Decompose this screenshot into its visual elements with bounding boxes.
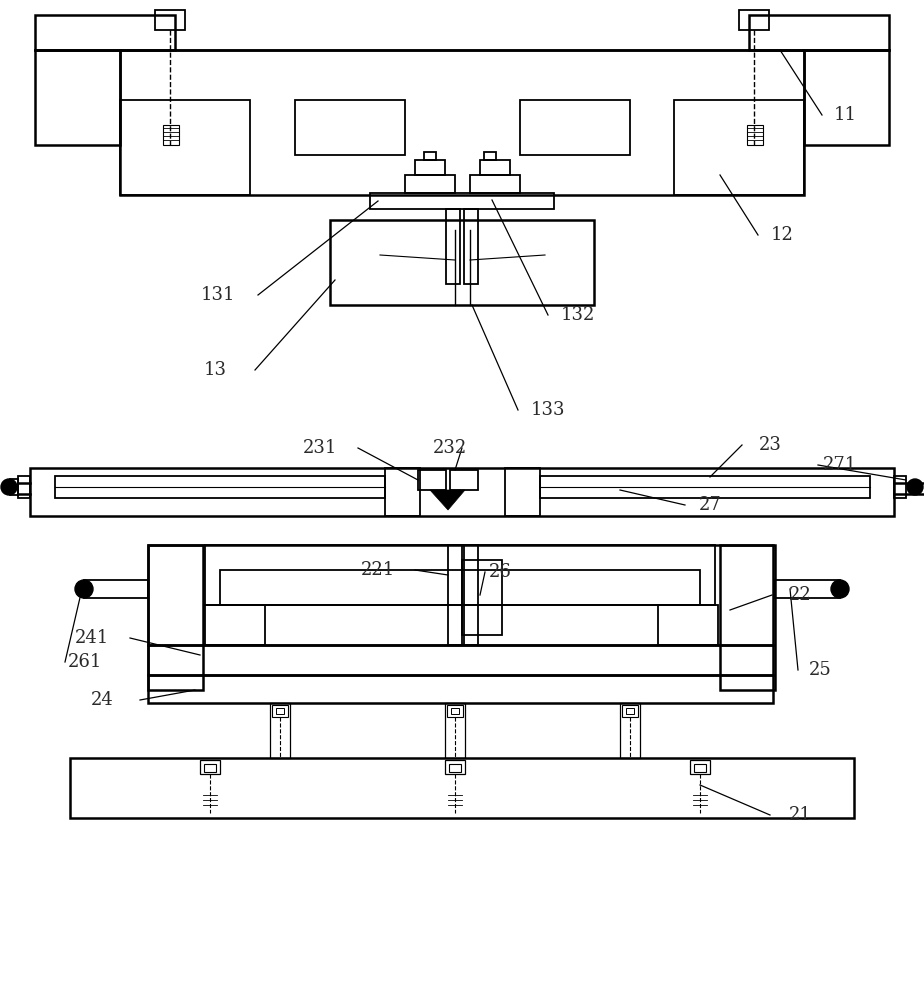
Bar [204,764,216,772]
Bar [163,125,179,145]
Text: 12: 12 [771,226,794,244]
Circle shape [1,479,17,495]
Bar [148,645,773,675]
Text: 271: 271 [823,456,857,474]
Bar [540,476,870,498]
Bar [272,705,288,717]
Bar [155,10,185,30]
Circle shape [907,479,923,495]
Bar [10,479,18,495]
Bar [148,545,203,690]
Bar [690,760,710,774]
Text: 22: 22 [788,586,811,604]
Bar [747,125,763,145]
Bar [35,50,120,145]
Bar [148,675,773,703]
Text: 241: 241 [75,629,109,647]
Bar [30,468,894,516]
Bar [739,10,769,30]
Bar [35,15,175,50]
Text: 131: 131 [201,286,236,304]
Bar [449,764,461,772]
Bar [464,209,478,284]
Bar [220,570,700,605]
Bar [484,152,496,160]
Bar [620,703,640,758]
Text: 13: 13 [203,361,226,379]
Bar [84,580,148,598]
Bar [674,100,804,195]
Bar [55,476,385,498]
Text: 21: 21 [788,806,811,824]
Polygon shape [430,490,465,510]
Text: 221: 221 [361,561,395,579]
Text: 25: 25 [808,661,832,679]
Bar [70,758,854,818]
Bar [658,605,718,645]
Bar [18,476,30,498]
Bar [200,760,220,774]
Bar [694,764,706,772]
Bar [415,160,445,175]
Circle shape [75,580,93,598]
Bar [894,476,906,498]
Text: 133: 133 [530,401,565,419]
Bar [480,160,510,175]
Bar [446,209,460,284]
Bar [295,100,405,155]
Bar [622,705,638,717]
Bar [749,15,889,50]
Bar [405,175,455,193]
Bar [370,193,554,209]
Text: 261: 261 [67,653,103,671]
Bar [462,545,478,645]
Bar [804,50,889,145]
Text: 132: 132 [561,306,595,324]
Bar [448,545,464,645]
Bar [447,705,463,717]
Bar [120,50,804,195]
Bar [505,468,540,516]
Bar [418,470,446,490]
Bar [385,468,420,516]
Bar [451,708,459,714]
Text: 232: 232 [432,439,468,457]
Bar [270,703,290,758]
Bar [445,703,465,758]
Bar [445,760,465,774]
Bar [462,560,502,635]
Bar [330,220,594,305]
Bar [626,708,634,714]
Bar [424,152,436,160]
Bar [120,100,250,195]
Bar [148,545,773,645]
Text: 26: 26 [489,563,512,581]
Bar [205,605,265,645]
Text: 11: 11 [833,106,857,124]
Text: 27: 27 [699,496,722,514]
Bar [775,580,840,598]
Bar [205,545,715,605]
Bar [720,545,775,690]
Bar [520,100,630,155]
Text: 231: 231 [303,439,337,457]
Circle shape [831,580,849,598]
Bar [276,708,284,714]
Text: 24: 24 [91,691,114,709]
Bar [470,175,520,193]
Text: 23: 23 [759,436,782,454]
Bar [450,470,478,490]
